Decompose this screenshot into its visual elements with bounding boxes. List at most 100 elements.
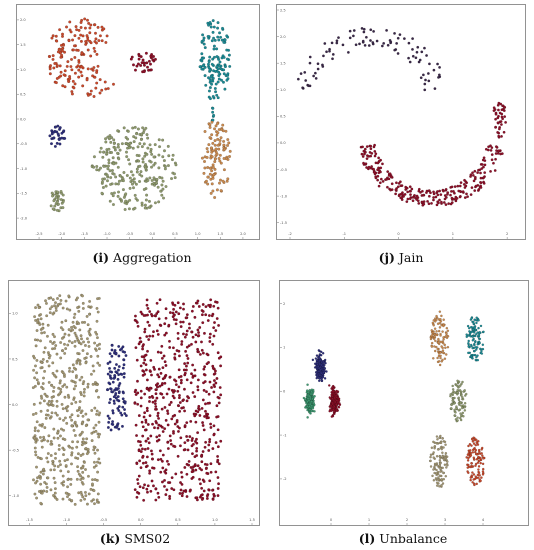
- jain-data-point: [364, 35, 368, 39]
- sms02-data-point: [67, 333, 71, 337]
- aggregation-data-point: [117, 179, 121, 183]
- aggregation-data-point: [149, 150, 153, 154]
- aggregation-data-point: [137, 57, 141, 61]
- jain-data-point: [415, 194, 419, 198]
- aggregation-data-point: [133, 206, 137, 210]
- sms02-data-point: [108, 366, 112, 370]
- unbalance-data-point: [438, 363, 442, 367]
- sms02-data-point: [66, 495, 69, 499]
- sms02-data-point: [63, 395, 67, 399]
- aggregation-data-point: [83, 26, 87, 30]
- sms02-data-point: [116, 368, 120, 372]
- sms02-data-point: [154, 392, 158, 396]
- jain-data-point: [346, 50, 350, 54]
- aggregation-data-point: [71, 48, 76, 52]
- sms02-data-point: [117, 409, 121, 413]
- aggregation-data-point: [60, 136, 64, 140]
- jain-data-point: [365, 145, 369, 148]
- sms02-data-point: [90, 499, 94, 503]
- aggregation-data-point: [174, 163, 178, 167]
- sms02-data-point: [121, 397, 125, 401]
- aggregation-data-point: [135, 170, 139, 174]
- sms02-data-point: [204, 467, 208, 471]
- aggregation-data-point: [153, 183, 157, 187]
- sms02-data-point: [81, 294, 84, 298]
- aggregation-data-point: [209, 25, 213, 29]
- unbalance-data-point: [334, 392, 338, 395]
- sms02-data-point: [76, 465, 80, 469]
- sms02-data-point: [41, 387, 45, 391]
- aggregation-data-point: [106, 87, 110, 91]
- unbalance-data-point: [470, 330, 473, 334]
- jain-data-point: [420, 189, 424, 193]
- jain-data-point: [446, 192, 449, 196]
- sms02-data-point: [139, 466, 143, 470]
- jain-data-point: [409, 193, 412, 197]
- sms02-data-point: [68, 415, 72, 419]
- jain-data-point: [494, 152, 498, 155]
- aggregation-data-point: [135, 153, 139, 157]
- unbalance-data-point: [310, 390, 313, 394]
- unbalance-y-tick-label: 2: [283, 302, 285, 306]
- sms02-data-point: [155, 312, 159, 316]
- sms02-data-point: [51, 361, 55, 365]
- aggregation-plot: -2.5 -2.0 -1.5 -1.0 -0.5 0.0 0.5 1.0 1.5 2.0-2.0-…: [16, 4, 260, 240]
- sms02-data-point: [204, 313, 208, 317]
- unbalance-data-point: [435, 318, 438, 322]
- sms02-data-point: [97, 347, 101, 351]
- unbalance-data-point: [437, 329, 441, 333]
- sms02-data-point: [135, 462, 139, 466]
- aggregation-data-point: [148, 176, 152, 180]
- aggregation-data-point: [221, 179, 225, 183]
- jain-data-point: [360, 152, 364, 156]
- sms02-data-point: [174, 318, 178, 322]
- sms02-data-point: [32, 356, 36, 360]
- jain-data-point: [379, 170, 382, 174]
- unbalance-data-point: [460, 413, 464, 417]
- unbalance-data-point: [467, 339, 470, 343]
- aggregation-data-point: [56, 132, 60, 136]
- jain-data-point: [458, 195, 462, 199]
- sms02-data-point: [148, 414, 152, 418]
- sms02-data-point: [156, 350, 160, 354]
- jain-data-point: [463, 178, 466, 182]
- aggregation-data-point: [131, 63, 136, 67]
- jain-data-point: [419, 191, 422, 194]
- jain-data-point: [456, 184, 460, 188]
- aggregation-data-point: [103, 80, 107, 84]
- unbalance-data-point: [319, 350, 323, 354]
- aggregation-data-point: [47, 54, 51, 58]
- aggregation-data-point: [52, 130, 56, 134]
- aggregation-data-point: [89, 54, 93, 58]
- sms02-data-point: [83, 490, 87, 494]
- sms02-data-point: [62, 342, 66, 346]
- sms02-data-point: [143, 358, 147, 362]
- aggregation-data-point: [220, 128, 224, 132]
- aggregation-data-point: [74, 25, 78, 29]
- aggregation-data-point: [167, 154, 171, 158]
- sms02-data-point: [53, 346, 57, 350]
- sms02-data-point: [185, 378, 189, 382]
- sms02-data-point: [167, 387, 171, 391]
- unbalance-data-point: [470, 356, 474, 360]
- sms02-data-point: [39, 470, 43, 474]
- sms02-data-point: [58, 294, 62, 298]
- aggregation-data-point: [51, 57, 55, 61]
- sms02-data-point: [145, 487, 149, 491]
- unbalance-data-point: [440, 447, 443, 451]
- sms02-y-tick-label: 1.0: [12, 312, 18, 316]
- unbalance-data-point: [450, 403, 453, 407]
- sms02-data-point: [65, 409, 69, 413]
- aggregation-data-point: [112, 172, 116, 176]
- sms02-data-point: [122, 375, 126, 379]
- sms02-data-point: [166, 447, 170, 450]
- unbalance-data-point: [441, 455, 444, 459]
- unbalance-data-point: [456, 388, 459, 392]
- aggregation-data-point: [92, 165, 96, 169]
- aggregation-data-point: [111, 82, 116, 86]
- sms02-data-point: [179, 374, 183, 378]
- unbalance-data-point: [319, 353, 323, 357]
- aggregation-data-point: [161, 196, 166, 200]
- aggregation-data-point: [225, 34, 229, 38]
- sms02-data-point: [57, 443, 61, 447]
